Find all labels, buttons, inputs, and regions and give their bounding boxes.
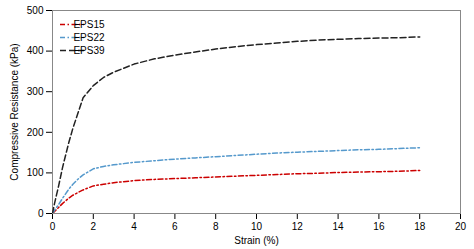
- svg-text:Strain (%): Strain (%): [234, 235, 278, 246]
- svg-text:EPS22: EPS22: [73, 32, 105, 43]
- svg-text:16: 16: [373, 221, 385, 232]
- svg-text:18: 18: [414, 221, 426, 232]
- svg-text:6: 6: [172, 221, 178, 232]
- svg-text:10: 10: [251, 221, 263, 232]
- svg-text:100: 100: [27, 167, 44, 178]
- svg-text:4: 4: [131, 221, 137, 232]
- svg-text:2: 2: [91, 221, 97, 232]
- svg-text:500: 500: [27, 5, 44, 16]
- svg-text:Compressive Resistance (kPa): Compressive Resistance (kPa): [9, 43, 20, 180]
- svg-text:0: 0: [38, 208, 44, 219]
- svg-text:EPS15: EPS15: [73, 19, 105, 30]
- svg-text:300: 300: [27, 86, 44, 97]
- svg-text:12: 12: [292, 221, 304, 232]
- svg-text:400: 400: [27, 45, 44, 56]
- svg-text:8: 8: [213, 221, 219, 232]
- svg-text:20: 20: [455, 221, 467, 232]
- svg-text:EPS39: EPS39: [73, 45, 105, 56]
- svg-text:200: 200: [27, 127, 44, 138]
- svg-text:0: 0: [50, 221, 56, 232]
- svg-text:14: 14: [333, 221, 345, 232]
